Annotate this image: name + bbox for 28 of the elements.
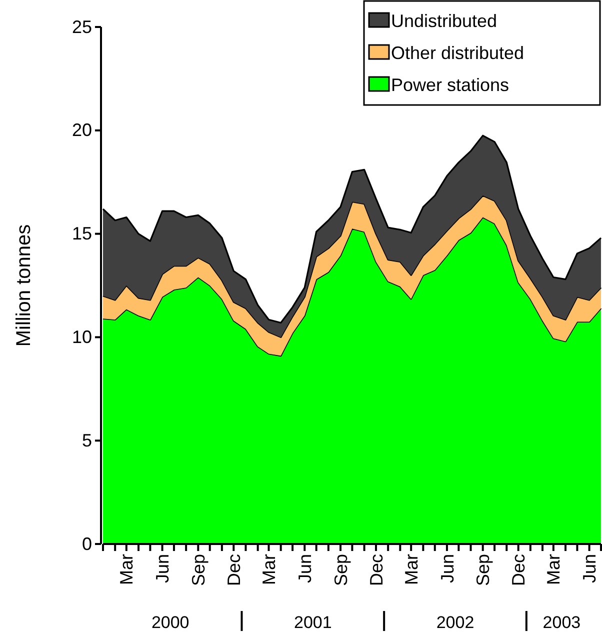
x-tick-label: Dec <box>224 554 244 586</box>
x-tick-label: Mar <box>401 554 422 585</box>
x-tick-label: Jun <box>580 554 600 584</box>
y-tick-label: 25 <box>72 16 92 37</box>
x-tick-label: Dec <box>366 554 386 586</box>
legend-label: Other distributed <box>391 43 524 63</box>
x-tick-label: Jun <box>437 554 458 584</box>
legend-label: Power stations <box>391 75 510 95</box>
y-axis-title: Million tonnes <box>13 224 35 347</box>
x-tick-label: Mar <box>259 554 280 585</box>
x-tick-label: Sep <box>473 554 494 586</box>
x-tick-label: Sep <box>330 554 351 586</box>
y-tick-label: 15 <box>72 224 92 244</box>
text: 2000 <box>151 613 190 632</box>
x-tick-label: Jun <box>294 554 315 584</box>
x-tick-label: Mar <box>544 554 564 585</box>
text: 2002 <box>436 613 474 632</box>
text: 2001 <box>294 613 332 632</box>
x-tick-label: Dec <box>508 554 529 586</box>
x-tick-label: Jun <box>152 554 173 584</box>
x-tick-label: Mar <box>116 554 137 585</box>
y-tick-label: 5 <box>82 430 92 450</box>
legend-label: Undistributed <box>391 11 498 31</box>
text: 2003 <box>542 613 581 632</box>
y-tick-label: 0 <box>82 534 92 554</box>
y-tick-label: 20 <box>72 120 92 140</box>
y-tick-label: 10 <box>72 326 92 347</box>
x-tick-label: Sep <box>188 554 208 586</box>
